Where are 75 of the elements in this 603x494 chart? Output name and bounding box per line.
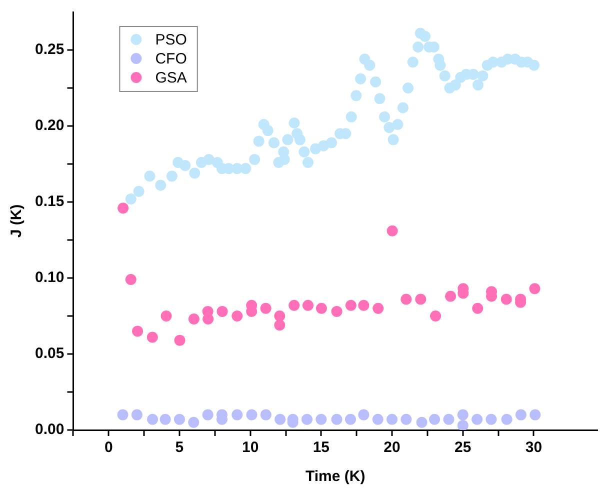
point bbox=[274, 414, 286, 425]
x-tick-label: 10 bbox=[242, 439, 259, 456]
point bbox=[118, 202, 129, 214]
point bbox=[302, 300, 314, 311]
point bbox=[472, 414, 483, 425]
point bbox=[372, 302, 384, 314]
x-axis-title: Time (K) bbox=[305, 468, 366, 486]
point bbox=[400, 414, 412, 425]
point bbox=[202, 409, 214, 420]
point bbox=[260, 302, 272, 314]
point bbox=[132, 326, 144, 337]
x-tick-label: 20 bbox=[384, 439, 400, 456]
point bbox=[515, 409, 526, 420]
point bbox=[358, 300, 370, 311]
legend-label: CFO bbox=[155, 50, 187, 68]
point bbox=[125, 274, 136, 286]
point bbox=[416, 416, 428, 428]
point bbox=[147, 414, 158, 425]
point bbox=[457, 420, 468, 430]
point bbox=[131, 409, 142, 420]
point bbox=[500, 294, 512, 305]
point bbox=[302, 414, 313, 425]
point bbox=[316, 302, 327, 314]
point bbox=[232, 409, 243, 420]
point bbox=[358, 409, 370, 420]
point bbox=[146, 332, 158, 343]
point bbox=[188, 314, 200, 325]
point bbox=[117, 409, 128, 420]
y-tick-label: 0.00 bbox=[34, 421, 64, 438]
y-tick-label: 0.10 bbox=[34, 269, 64, 286]
point bbox=[430, 310, 442, 322]
point bbox=[331, 306, 342, 317]
point bbox=[443, 414, 454, 425]
point bbox=[501, 414, 512, 425]
x-tick-label: 15 bbox=[312, 439, 330, 456]
point bbox=[174, 414, 185, 425]
point bbox=[400, 294, 412, 305]
point bbox=[445, 290, 456, 302]
y-axis-title: J (K) bbox=[8, 204, 26, 238]
y-tick-label: 0.25 bbox=[34, 41, 64, 58]
point bbox=[160, 310, 172, 322]
point bbox=[288, 300, 300, 311]
point bbox=[345, 300, 356, 311]
y-tick-label: 0.20 bbox=[34, 117, 64, 134]
point bbox=[316, 414, 327, 425]
point bbox=[331, 414, 342, 425]
x-tick-label: 30 bbox=[525, 439, 542, 456]
x-tick-label: 5 bbox=[175, 439, 184, 456]
point bbox=[202, 314, 214, 325]
x-tick-label: 25 bbox=[454, 439, 472, 456]
point bbox=[386, 225, 398, 236]
point bbox=[372, 414, 384, 425]
x-tick-label: 0 bbox=[104, 439, 113, 456]
point bbox=[345, 414, 356, 425]
point bbox=[274, 320, 286, 331]
point bbox=[160, 414, 171, 425]
legend-label: GSA bbox=[155, 70, 187, 87]
point bbox=[457, 409, 468, 420]
point bbox=[232, 310, 243, 322]
point bbox=[429, 414, 440, 425]
point bbox=[415, 294, 426, 305]
point bbox=[529, 283, 540, 294]
point bbox=[260, 409, 272, 420]
y-tick-label: 0.05 bbox=[34, 345, 64, 362]
point bbox=[486, 414, 497, 425]
y-tick-label: 0.15 bbox=[34, 193, 64, 210]
point bbox=[188, 416, 200, 428]
point bbox=[274, 310, 286, 322]
point bbox=[216, 306, 228, 317]
point bbox=[472, 302, 484, 314]
legend-label: PSO bbox=[155, 32, 187, 49]
point bbox=[174, 334, 186, 346]
point bbox=[386, 414, 398, 425]
point bbox=[530, 409, 541, 420]
point bbox=[246, 409, 258, 420]
